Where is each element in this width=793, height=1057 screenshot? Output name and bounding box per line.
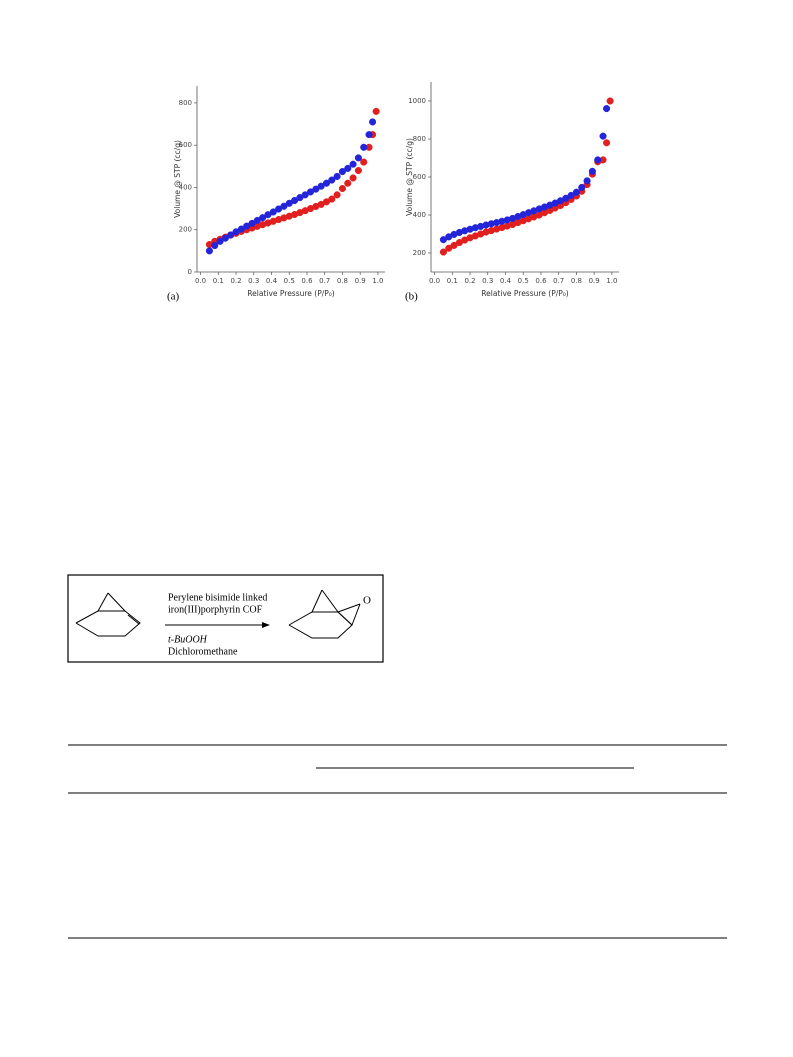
data-point	[606, 97, 614, 105]
data-point	[344, 179, 352, 187]
data-point	[588, 167, 596, 175]
data-point	[372, 107, 380, 115]
x-tick-label: 1.0	[606, 277, 617, 285]
x-tick-label: 0.7	[553, 277, 564, 285]
data-point	[349, 160, 357, 168]
x-tick-label: 0.7	[319, 277, 330, 285]
data-point	[205, 247, 213, 255]
data-point	[328, 176, 336, 184]
x-tick-label: 0.5	[284, 277, 295, 285]
data-point	[572, 188, 580, 196]
condition: iron(III)porphyrin COF	[168, 604, 263, 615]
data-point	[360, 143, 368, 151]
data-point	[301, 191, 309, 199]
y-tick-label: 800	[179, 99, 192, 107]
data-point	[280, 202, 288, 210]
data-point	[354, 166, 362, 175]
x-tick-label: 0.3	[248, 277, 259, 285]
y-tick-label: 400	[179, 183, 192, 191]
data-point	[338, 168, 346, 176]
data-point	[578, 183, 586, 191]
chart: 0.0 0.1 0.2 0.3 0.4 0.5 0.6 0.7 0.8 0.9 1.0 200 400 6…	[405, 82, 619, 303]
data-point	[290, 197, 299, 205]
x-tick-label: 0.0	[195, 277, 206, 285]
norbornene	[75, 592, 141, 637]
y-tick-label: 600	[179, 141, 192, 149]
data-point	[269, 208, 277, 216]
data-point	[365, 131, 373, 139]
x-axis-title: Relative Pressure (P/P₀)	[247, 289, 335, 298]
x-axis-title: Relative Pressure (P/P₀)	[481, 289, 569, 298]
data-point	[567, 191, 575, 199]
data-point	[338, 184, 346, 193]
data-point	[237, 225, 245, 233]
y-tick-label: 200	[179, 226, 192, 234]
data-point	[322, 179, 331, 187]
x-tick-label: 0.2	[464, 277, 475, 285]
condition: t-BuOOH	[168, 634, 208, 645]
epoxide	[288, 589, 361, 639]
reaction-scheme: Perylene bisimide linked iron(III)porphy…	[67, 574, 384, 663]
data-point	[369, 118, 377, 126]
data-point	[328, 195, 336, 203]
data-point	[317, 182, 325, 190]
x-tick-label: 0.6	[535, 277, 547, 285]
data-point	[344, 164, 352, 172]
data-point	[312, 185, 320, 193]
data-point	[599, 132, 607, 140]
data-point	[594, 156, 602, 164]
data-point	[221, 234, 229, 242]
x-tick-label: 0.6	[301, 277, 313, 285]
x-tick-label: 0.4	[266, 277, 278, 285]
data-point	[248, 219, 256, 227]
x-tick-label: 0.4	[500, 277, 512, 285]
data-point	[349, 174, 357, 182]
chart: 0.0 0.1 0.2 0.3 0.4 0.5 0.6 0.7 0.8 0.9 1.0 0 200 400…	[167, 86, 385, 303]
y-tick-label: 800	[413, 135, 426, 143]
x-tick-label: 1.0	[372, 277, 383, 285]
y-tick-label: 200	[413, 249, 426, 257]
y-tick-label: 400	[413, 211, 426, 219]
x-tick-label: 0.8	[571, 277, 582, 285]
scheme-frame	[67, 574, 384, 663]
panel-label: (b)	[405, 291, 418, 303]
data-point	[360, 158, 368, 166]
data-point	[354, 154, 362, 162]
condition: Perylene bisimide linked	[168, 592, 267, 603]
x-tick-label: 0.1	[213, 277, 224, 285]
oxygen-label: O	[363, 595, 371, 607]
y-tick-label: 1000	[408, 97, 426, 105]
y-tick-label: 600	[413, 173, 426, 181]
condition: Dichloromethane	[168, 646, 238, 657]
x-tick-label: 0.9	[589, 277, 600, 285]
x-tick-label: 0.9	[355, 277, 366, 285]
data-point	[603, 139, 611, 147]
x-tick-label: 0.1	[447, 277, 458, 285]
y-axis-title: Volume @ STP (cc/g)	[173, 140, 182, 218]
data-point	[333, 172, 341, 181]
x-tick-label: 0.3	[482, 277, 493, 285]
arrow-head	[262, 622, 270, 628]
data-point	[216, 237, 224, 245]
data-point	[439, 248, 447, 256]
x-tick-label: 0.2	[230, 277, 241, 285]
x-tick-label: 0.5	[518, 277, 529, 285]
y-axis-title: Volume @ STP (cc/g)	[405, 138, 414, 216]
data-point	[227, 231, 235, 239]
x-tick-label: 0.8	[337, 277, 348, 285]
y-tick-label: 0	[188, 268, 192, 276]
x-tick-label: 0.0	[429, 277, 440, 285]
data-point	[259, 214, 267, 222]
panel-label: (a)	[167, 291, 180, 303]
data-point	[603, 105, 611, 113]
data-point	[583, 177, 591, 185]
data-point	[211, 242, 219, 250]
data-point	[333, 191, 341, 199]
